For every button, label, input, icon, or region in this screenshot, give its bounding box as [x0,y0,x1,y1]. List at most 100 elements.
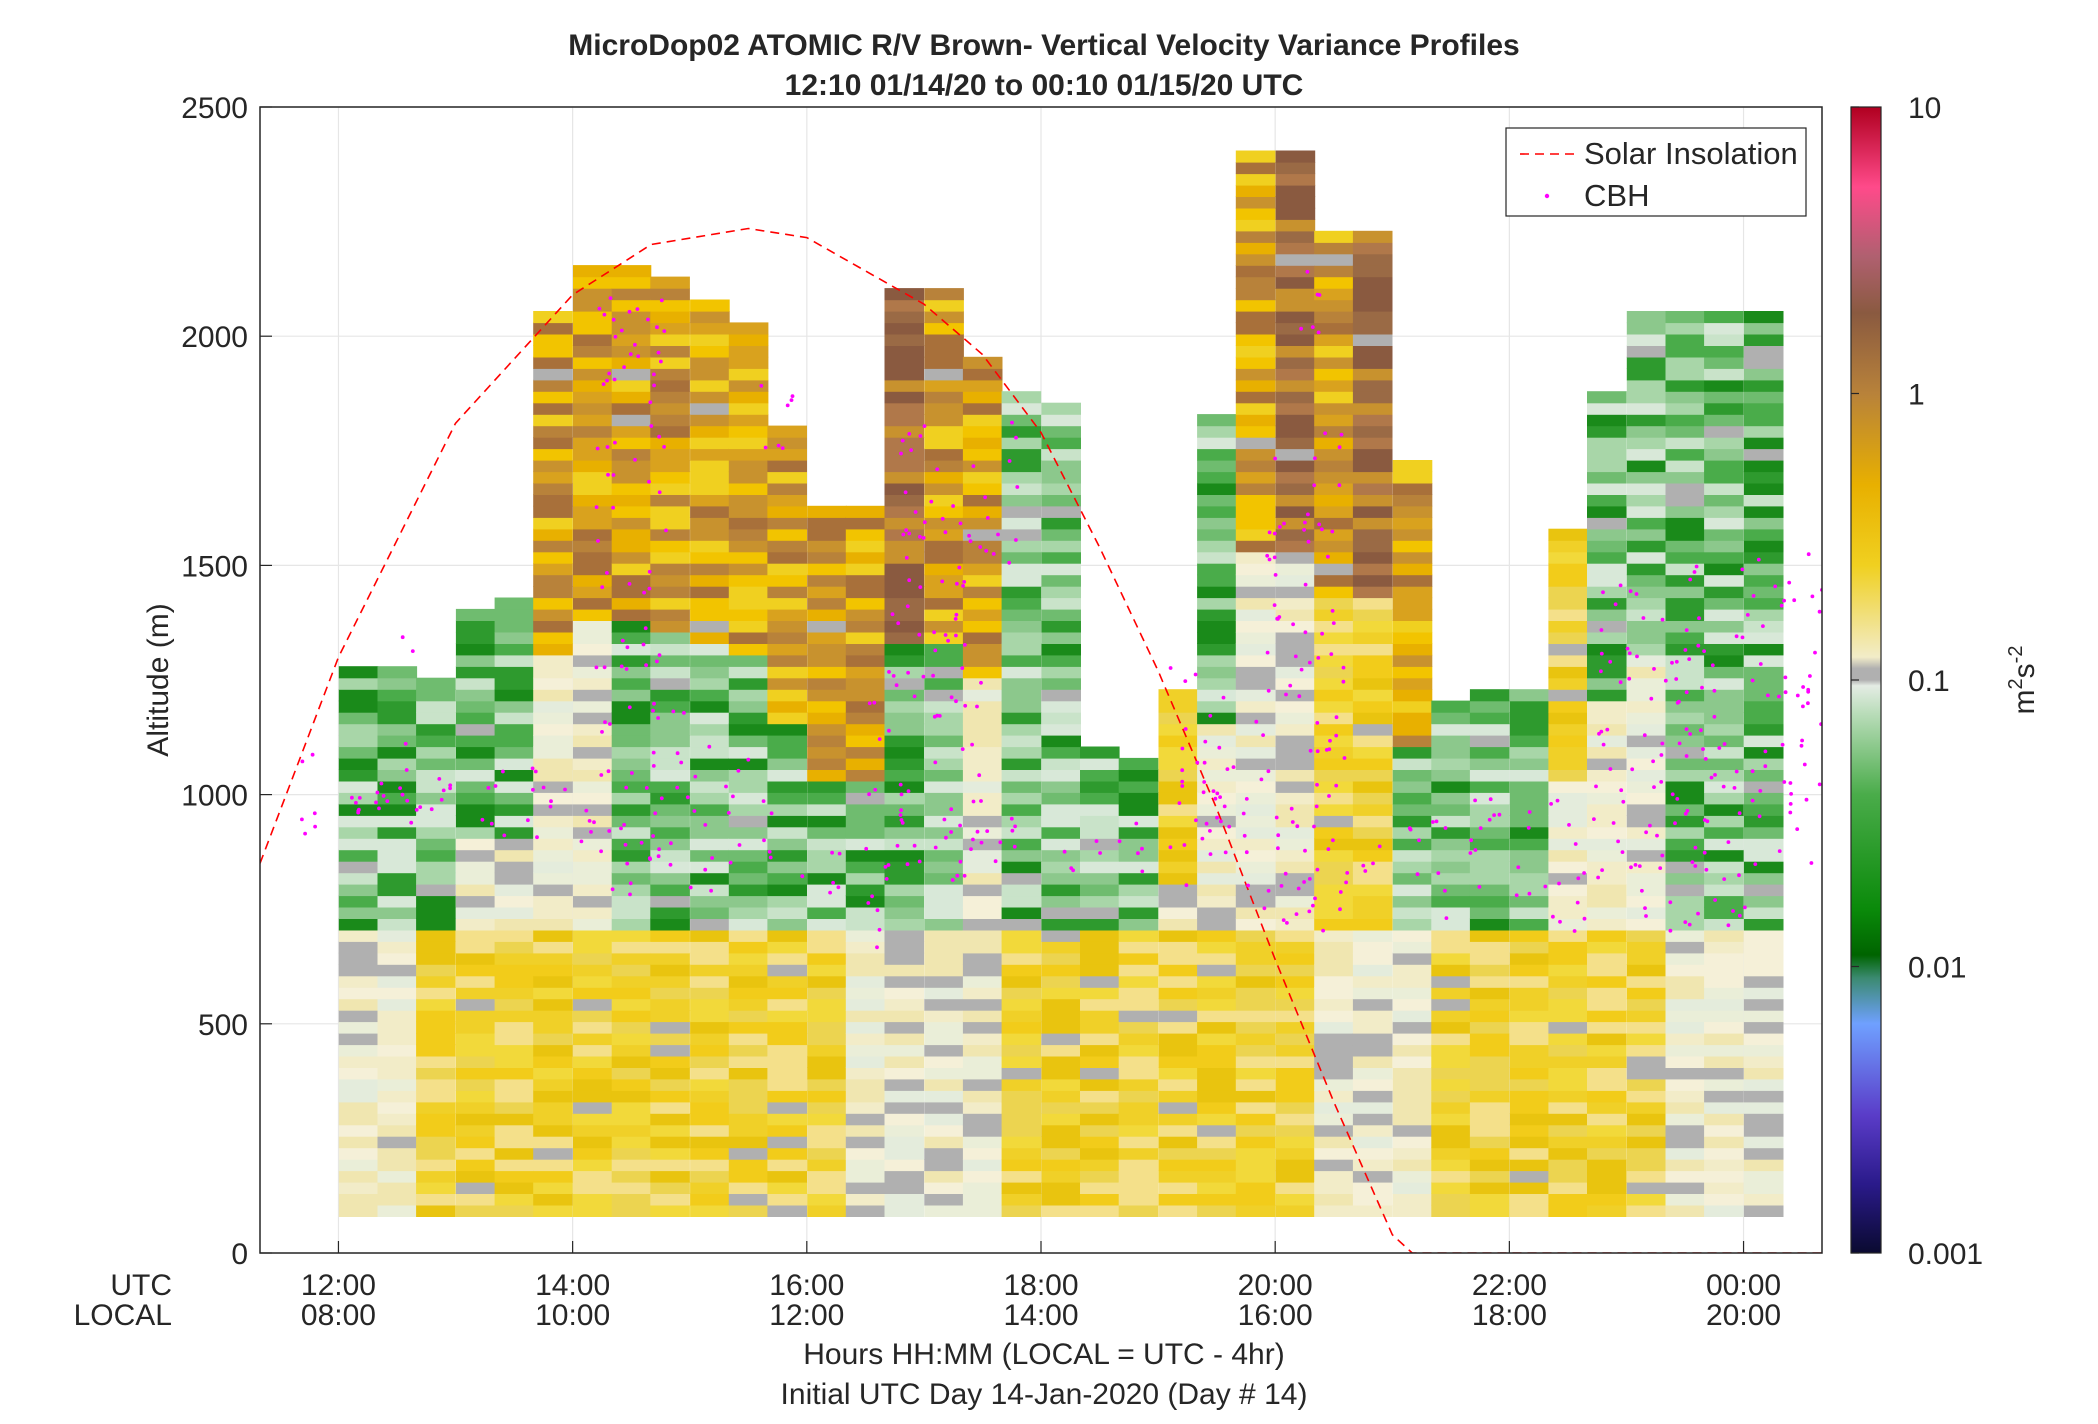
heatmap-cell [690,494,730,507]
heatmap-cell [1314,918,1354,931]
heatmap-cell [1743,1033,1784,1046]
heatmap-cell [1469,1033,1510,1046]
heatmap-cell [1001,391,1042,404]
cbh-point [1611,821,1616,825]
heatmap-cell [1352,437,1393,450]
heatmap-cell [416,941,456,954]
heatmap-cell [1314,505,1354,518]
cbh-point [970,742,974,747]
heatmap-cell [455,677,496,690]
heatmap-cell [1704,815,1744,828]
heatmap-cell [1001,1055,1042,1068]
heatmap-cell [1158,1170,1199,1183]
heatmap-cell [494,1170,535,1183]
heatmap-cell [1665,586,1706,599]
cbh-point [1655,833,1659,838]
heatmap-cell [690,757,730,770]
heatmap-cell [533,540,573,553]
heatmap-cell [1587,666,1627,679]
heatmap-cell [1001,861,1042,874]
heatmap-cell [1548,1101,1588,1114]
heatmap-cell [845,1033,886,1046]
heatmap-cell [377,1010,418,1023]
heatmap-cell [1509,861,1550,874]
cbh-point [1276,833,1281,838]
heatmap-cell [416,929,456,942]
heatmap-cell [962,826,1003,839]
cbh-point [954,612,959,617]
cbh-point [1659,753,1664,757]
heatmap-cell [1509,1170,1550,1183]
heatmap-cell [690,1055,730,1068]
heatmap-cell [1352,563,1393,576]
heatmap-cell [1235,780,1276,793]
cbh-point [887,670,891,674]
heatmap-cell [1743,1010,1784,1023]
heatmap-cell [533,998,573,1011]
heatmap-cell [1743,906,1784,919]
heatmap-cell [807,803,847,816]
heatmap-cell [924,1193,964,1206]
heatmap-cell [1704,437,1744,450]
heatmap-cell [611,1159,652,1172]
heatmap-cell [1743,815,1784,828]
heatmap-cell [650,746,690,759]
heatmap-cell [416,1136,456,1149]
heatmap-cell [1235,482,1276,495]
heatmap-cell [728,975,769,988]
heatmap-cell [1197,437,1237,450]
heatmap-cell [1314,1136,1354,1149]
heatmap-cell [1626,620,1667,633]
heatmap-cell [807,815,847,828]
cbh-point [1242,833,1247,838]
heatmap-cell [1118,1181,1159,1194]
heatmap-cell [1041,1067,1081,1080]
heatmap-cell [1352,1055,1393,1068]
heatmap-cell [1431,792,1471,805]
heatmap-cell [1626,1044,1667,1057]
heatmap-cell [573,437,613,450]
heatmap-cell [377,1181,418,1194]
cbh-point [526,818,530,823]
heatmap-cell [1352,654,1393,667]
heatmap-cell [1665,918,1706,931]
heatmap-cell [1235,448,1276,461]
heatmap-cell [1041,437,1081,450]
heatmap-cell [1392,780,1433,793]
heatmap-cell [1235,460,1276,473]
heatmap-cell [1469,1090,1510,1103]
heatmap-cell [1001,563,1042,576]
heatmap-cell [845,884,886,897]
heatmap-cell [728,414,769,427]
cbh-point [767,849,772,854]
heatmap-cell [962,620,1003,633]
heatmap-cell [533,1204,573,1217]
colorbar-tick-label: 0.1 [1908,665,1950,698]
heatmap-cell [611,1136,652,1149]
heatmap-cell [611,975,652,988]
heatmap-cell [884,1124,925,1137]
heatmap-cell [573,586,613,599]
x-tick-label-local: 10:00 [535,1299,610,1332]
heatmap-cell [1314,311,1354,324]
cbh-point [917,632,922,637]
cbh-point [1315,782,1319,787]
heatmap-cell [962,700,1003,713]
cbh-point [584,808,589,813]
heatmap-cell [690,1193,730,1206]
heatmap-cell [1431,929,1471,942]
cbh-point [647,479,651,484]
heatmap-cell [1587,517,1627,530]
heatmap-cell [1587,1113,1627,1126]
heatmap-cell [807,826,847,839]
heatmap-cell [1704,620,1744,633]
cbh-point [1276,846,1280,851]
heatmap-cell [1158,987,1199,1000]
heatmap-cell [1743,838,1784,851]
heatmap-cell [1197,482,1237,495]
heatmap-cell [767,563,807,576]
heatmap-cell [1548,929,1588,942]
heatmap-cell [690,1159,730,1172]
heatmap-cell [1431,1010,1471,1023]
